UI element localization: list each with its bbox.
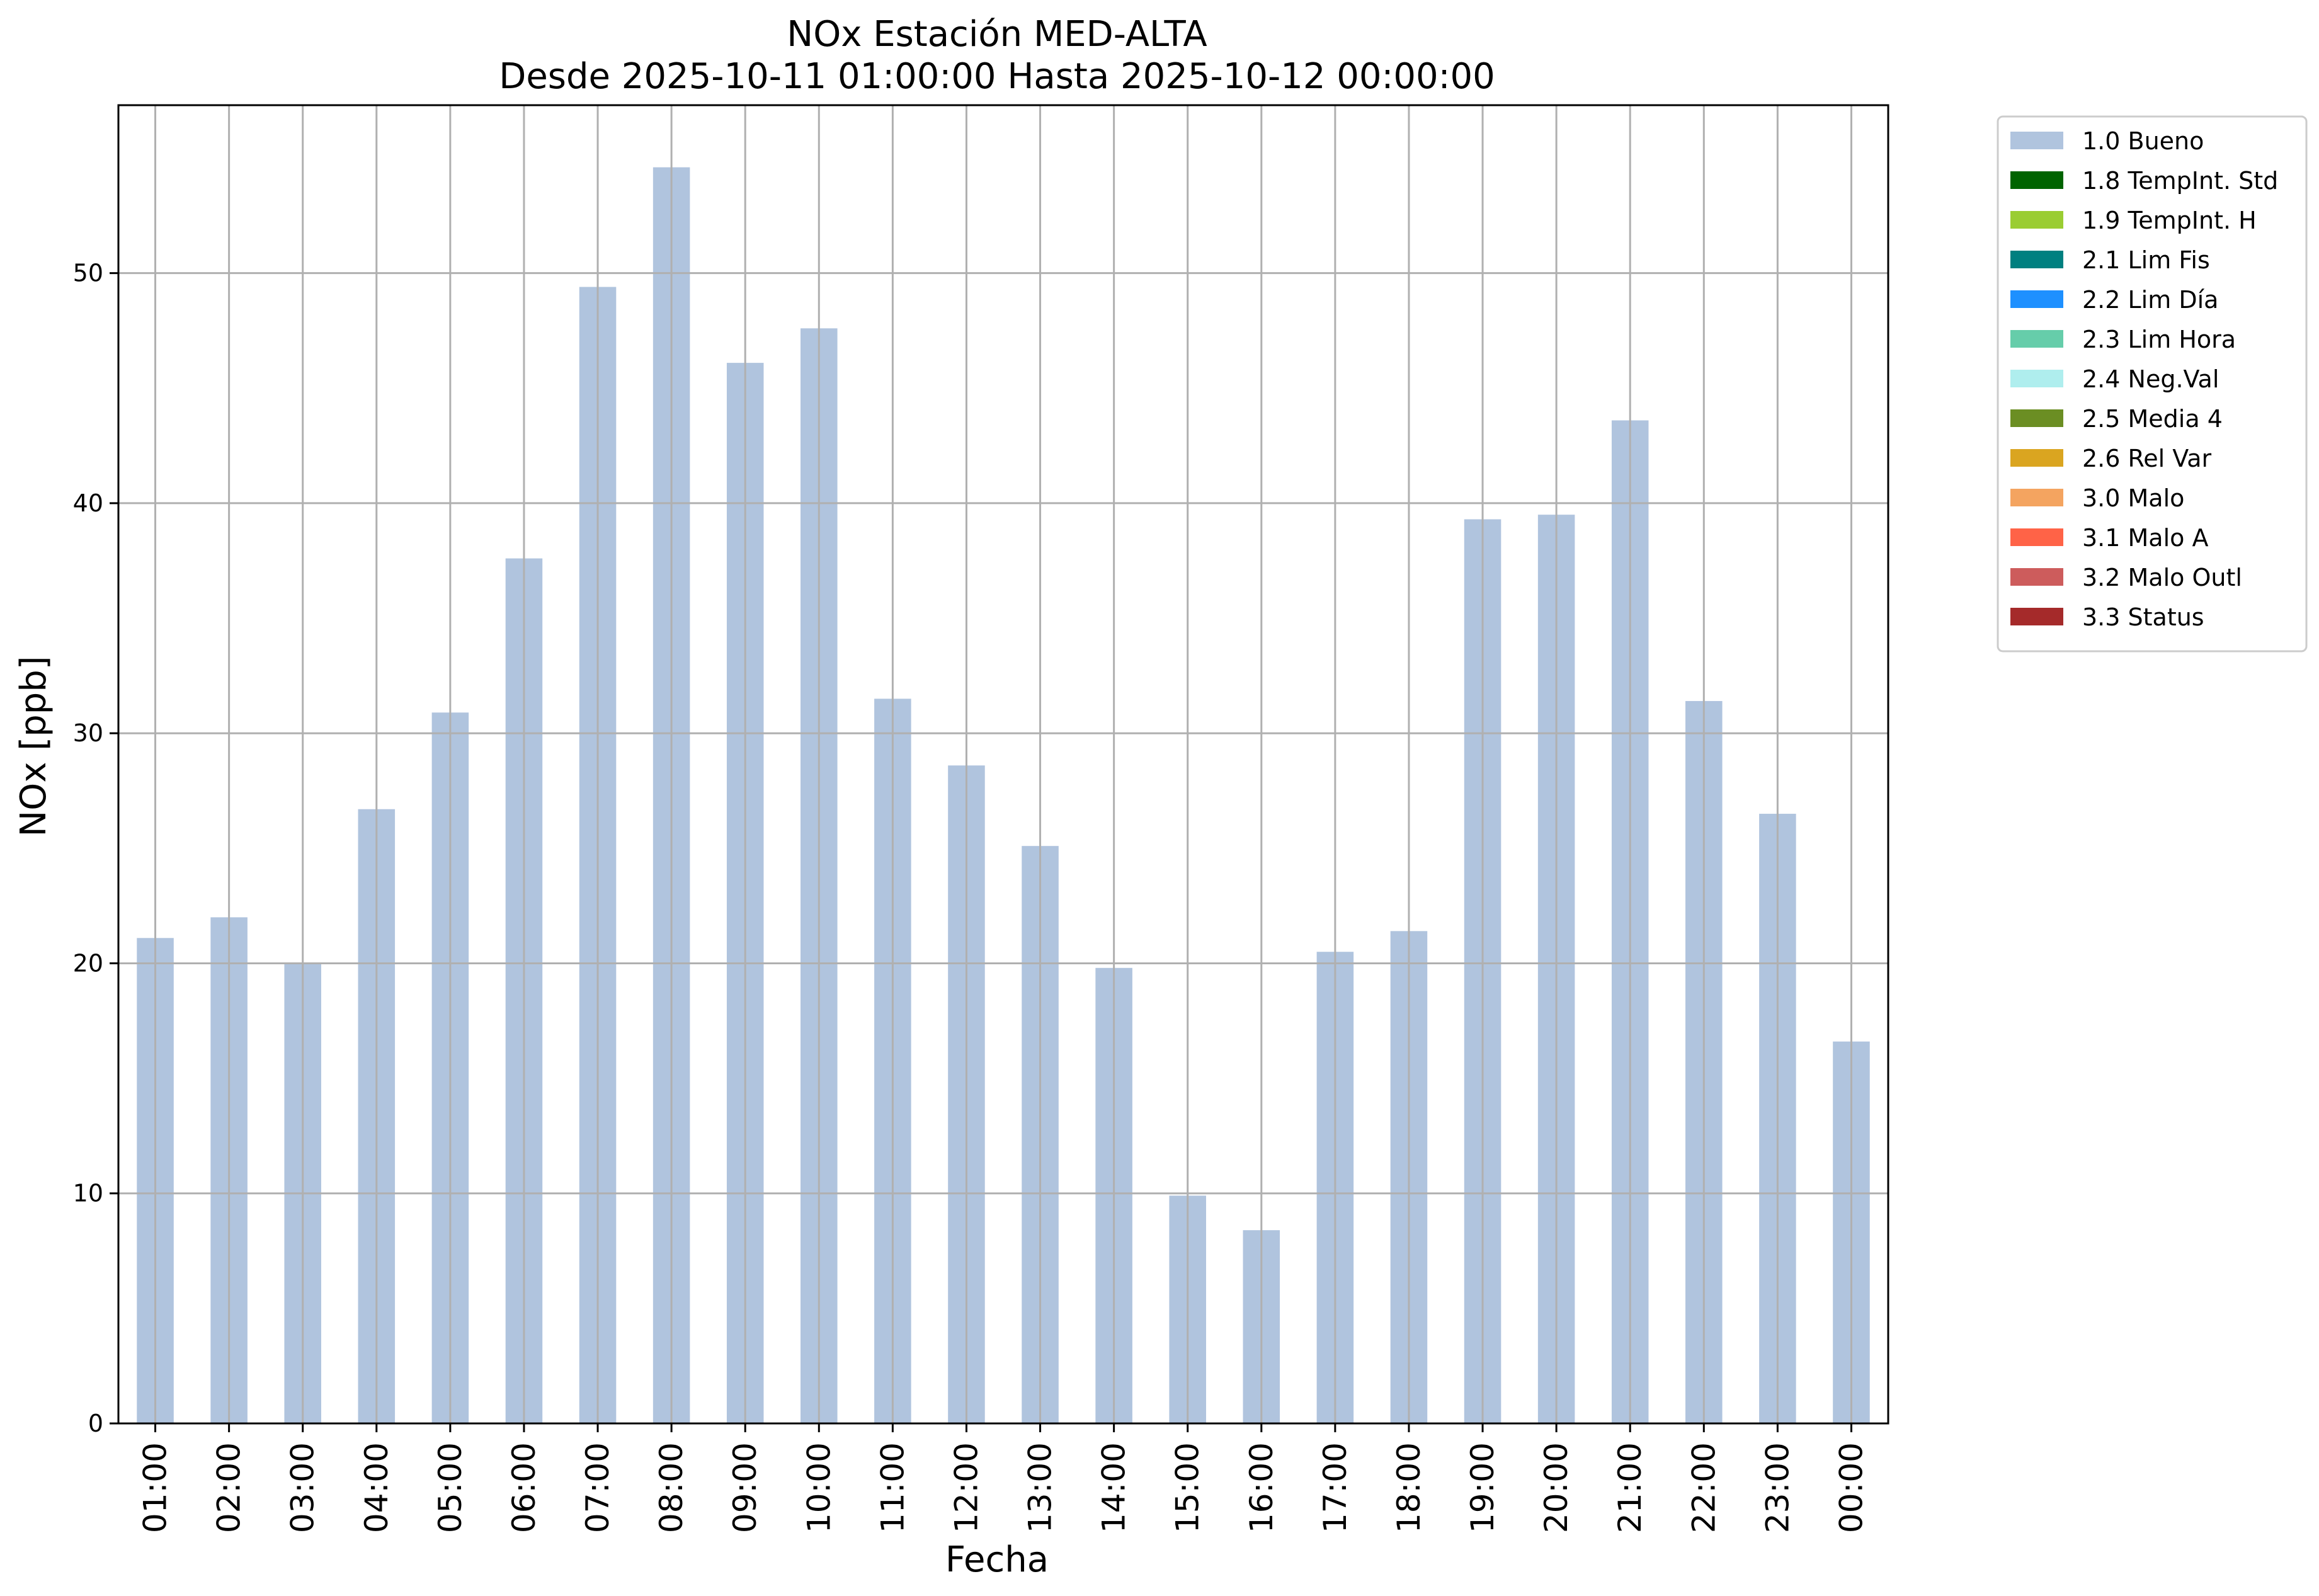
x-tick-label: 11:00 <box>874 1442 911 1533</box>
y-tick-label: 20 <box>73 949 103 977</box>
legend-swatch <box>2010 132 2063 149</box>
legend-swatch <box>2010 608 2063 625</box>
x-tick-label: 21:00 <box>1612 1442 1648 1533</box>
y-axis-label: NOx [ppb] <box>13 656 54 836</box>
x-tick-label: 10:00 <box>801 1442 837 1533</box>
x-tick-label: 14:00 <box>1096 1442 1132 1533</box>
x-tick-label: 09:00 <box>727 1442 763 1533</box>
legend-label: 2.6 Rel Var <box>2082 445 2212 472</box>
legend-label: 3.2 Malo Outl <box>2082 564 2242 591</box>
legend-swatch <box>2010 568 2063 586</box>
x-tick-label: 08:00 <box>653 1442 690 1533</box>
legend-swatch <box>2010 211 2063 229</box>
legend-label: 3.0 Malo <box>2082 484 2184 512</box>
y-tick-label: 50 <box>73 259 103 287</box>
y-tick-label: 10 <box>73 1180 103 1207</box>
x-tick-label: 17:00 <box>1317 1442 1353 1533</box>
legend-label: 3.1 Malo A <box>2082 524 2208 552</box>
legend-label: 1.9 TempInt. H <box>2082 207 2257 234</box>
legend-label: 2.1 Lim Fis <box>2082 246 2210 274</box>
legend-swatch <box>2010 449 2063 467</box>
legend-swatch <box>2010 330 2063 348</box>
legend-swatch <box>2010 370 2063 387</box>
legend-swatch <box>2010 489 2063 506</box>
chart-title: NOx Estación MED-ALTA <box>787 14 1207 55</box>
legend-swatch <box>2010 251 2063 268</box>
x-tick-label: 07:00 <box>579 1442 616 1533</box>
legend-label: 3.3 Status <box>2082 603 2204 631</box>
legend-label: 1.0 Bueno <box>2082 127 2204 155</box>
legend-label: 2.5 Media 4 <box>2082 405 2223 433</box>
legend-label: 2.4 Neg.Val <box>2082 365 2219 393</box>
legend-box <box>1997 115 2308 653</box>
legend-label: 1.8 TempInt. Std <box>2082 167 2278 195</box>
y-tick-label: 30 <box>73 719 103 747</box>
legend-label: 2.2 Lim Día <box>2082 286 2218 314</box>
x-tick-label: 06:00 <box>506 1442 542 1533</box>
plot-frame <box>117 104 1889 1425</box>
x-tick-label: 00:00 <box>1833 1442 1869 1533</box>
x-tick-label: 04:00 <box>358 1442 395 1533</box>
legend-swatch <box>2010 409 2063 427</box>
legend-label: 2.3 Lim Hora <box>2082 326 2236 353</box>
legend-swatch <box>2010 290 2063 308</box>
chart-subtitle: Desde 2025-10-11 01:00:00 Hasta 2025-10-… <box>499 56 1495 97</box>
legend: 1.0 Bueno 1.8 TempInt. Std 1.9 TempInt. H 2… <box>1997 115 2308 653</box>
y-tick-label: 40 <box>73 489 103 517</box>
x-axis-label: Fecha <box>945 1539 1049 1580</box>
y-tick-label: 0 <box>88 1410 103 1437</box>
x-tick-label: 23:00 <box>1759 1442 1796 1533</box>
y-axis-ticks: 0 10 20 30 40 50 <box>73 259 118 1437</box>
legend-swatch <box>2010 528 2063 546</box>
x-tick-label: 16:00 <box>1243 1442 1280 1533</box>
x-tick-label: 18:00 <box>1391 1442 1427 1533</box>
x-tick-label: 05:00 <box>432 1442 469 1533</box>
x-tick-label: 15:00 <box>1170 1442 1206 1533</box>
x-tick-label: 13:00 <box>1022 1442 1059 1533</box>
legend-swatch <box>2010 171 2063 189</box>
x-tick-label: 02:00 <box>211 1442 248 1533</box>
x-tick-label: 12:00 <box>948 1442 984 1533</box>
x-tick-label: 20:00 <box>1538 1442 1575 1533</box>
x-tick-label: 01:00 <box>137 1442 174 1533</box>
x-axis-ticks: 01:00 02:00 03:00 04:00 05:00 06:00 07:00 08:00… <box>137 1423 1869 1533</box>
x-tick-label: 03:00 <box>285 1442 321 1533</box>
x-tick-label: 22:00 <box>1685 1442 1722 1533</box>
x-tick-label: 19:00 <box>1464 1442 1501 1533</box>
